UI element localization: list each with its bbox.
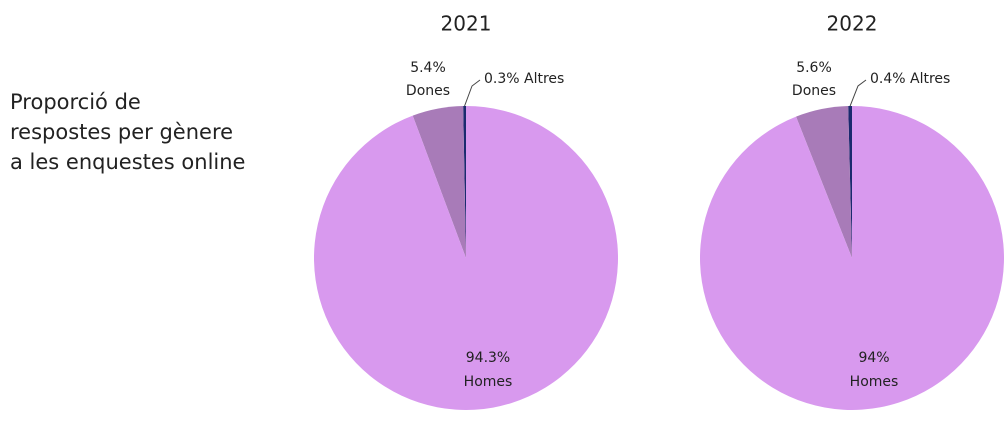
- leader-line: [464, 79, 481, 107]
- pie-slice: [700, 106, 1004, 410]
- pie-slice: [848, 106, 852, 258]
- caption-line: respostes per gènere: [10, 120, 233, 144]
- pie-slice: [796, 106, 852, 258]
- value-label: 0.3%: [484, 71, 520, 87]
- caption-line: a les enquestes online: [10, 150, 245, 174]
- chart-title: 2022: [827, 12, 878, 36]
- category-label: Altres: [910, 71, 950, 87]
- leader-line: [849, 79, 867, 107]
- value-label: 94.3%: [466, 350, 510, 366]
- category-label: Dones: [406, 83, 450, 99]
- chart-title: 2021: [441, 12, 492, 36]
- value-label: 5.6%: [796, 60, 832, 76]
- value-label: 5.4%: [410, 60, 446, 76]
- pie-slice: [314, 106, 618, 410]
- value-label: 0.4% Altres: [870, 71, 950, 87]
- pie-slice: [412, 106, 466, 258]
- value-label: 94%: [858, 350, 889, 366]
- category-label: Dones: [792, 83, 836, 99]
- category-label: Homes: [850, 374, 899, 390]
- value-label: 0.4%: [870, 71, 906, 87]
- value-label: 0.3% Altres: [484, 71, 564, 87]
- pie-slice: [463, 106, 466, 258]
- category-label: Altres: [524, 71, 564, 87]
- category-label: Homes: [464, 374, 513, 390]
- caption-line: Proporció de: [10, 90, 141, 114]
